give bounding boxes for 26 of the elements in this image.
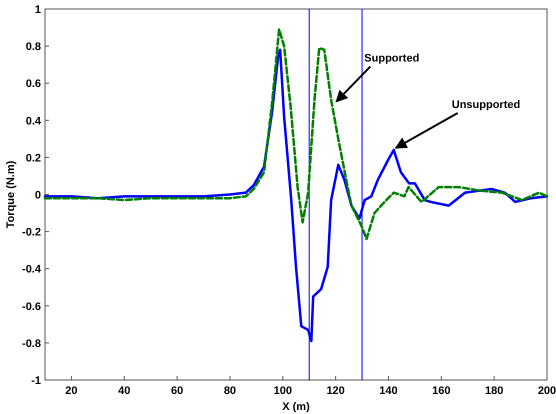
x-tick-label: 100 <box>274 385 292 397</box>
y-tick-label: 1 <box>34 4 41 16</box>
y-tick-label: -0.6 <box>22 300 41 313</box>
x-tick-label: 160 <box>432 385 450 397</box>
x-tick-label: 180 <box>484 385 504 397</box>
annotation: Unsupported <box>452 98 520 111</box>
line-series <box>44 28 548 240</box>
y-tick-label: -0.8 <box>22 338 41 350</box>
x-tick-label: 200 <box>538 385 556 397</box>
y-tick-label: -0.2 <box>22 226 41 239</box>
annotation: Supported <box>364 52 420 65</box>
y-tick-label: 0.8 <box>26 41 41 54</box>
y-tick-label: 0 <box>34 190 41 202</box>
x-tick-label: 80 <box>224 385 236 397</box>
y-tick-label: 0.6 <box>26 78 41 90</box>
y-tick-label: 0.4 <box>26 115 42 128</box>
y-tick-label: -0.4 <box>22 264 42 276</box>
y-axis-title: Torque (N.m) <box>5 160 17 228</box>
x-axis-title: X (m) <box>282 401 310 413</box>
x-tick-label: 20 <box>65 385 78 397</box>
x-tick-label: 40 <box>118 385 130 397</box>
y-tick-label: 0.2 <box>26 152 41 164</box>
x-tick-label: 60 <box>170 385 184 397</box>
y-tick-label: -1 <box>31 375 41 387</box>
x-tick-label: 120 <box>326 385 345 397</box>
x-tick-label: 140 <box>379 385 398 397</box>
